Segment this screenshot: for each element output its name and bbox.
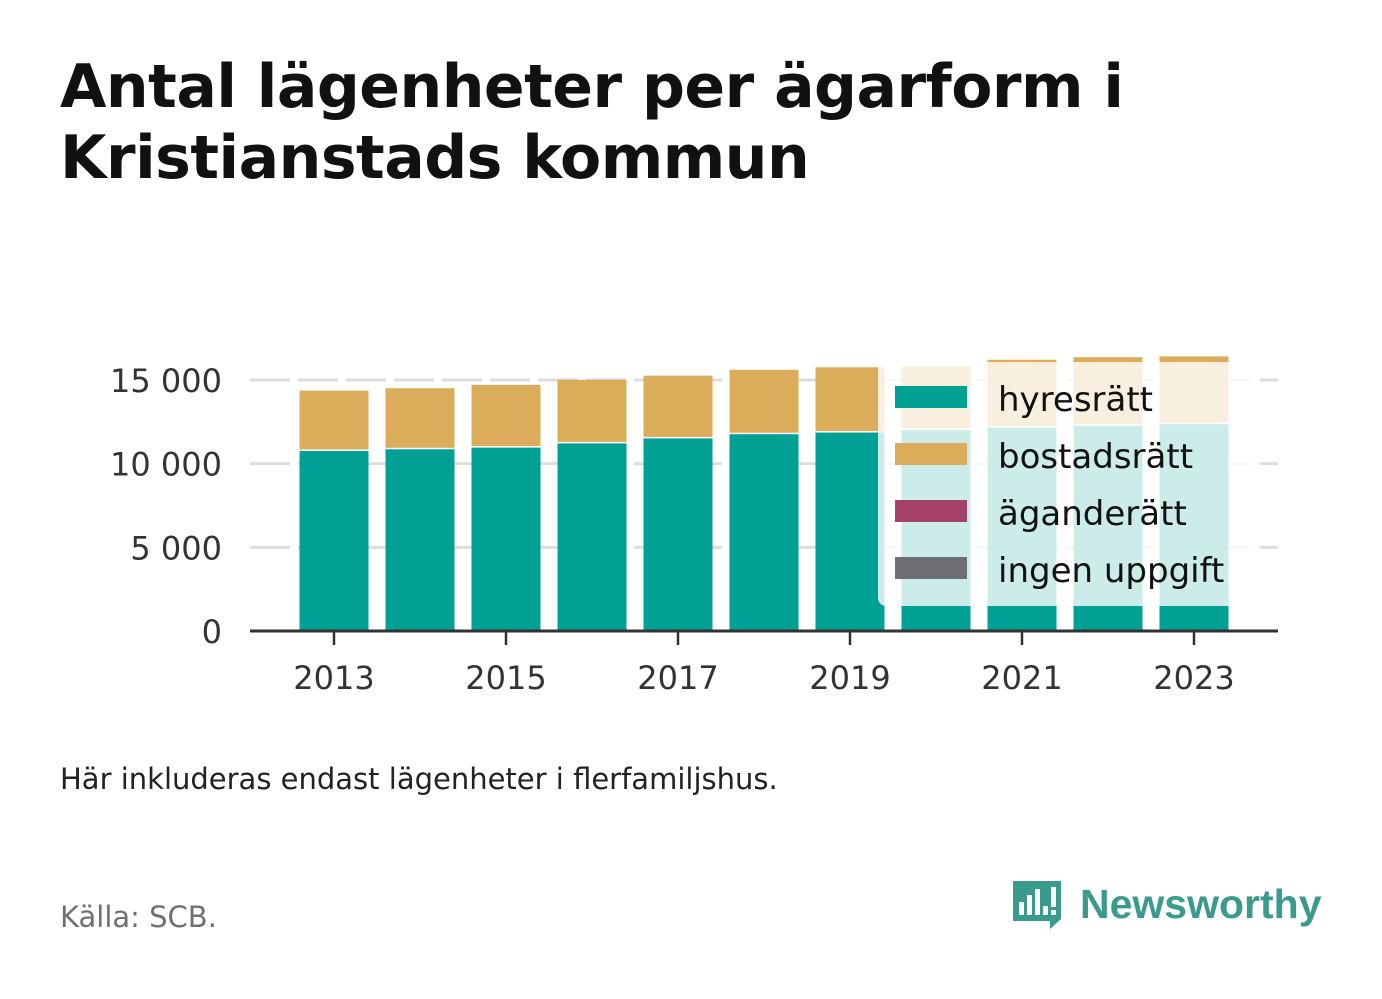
- y-tick-label: 5 000: [130, 529, 222, 567]
- legend-swatch: [895, 500, 967, 522]
- bar-2015-bostadsratt: [471, 384, 541, 447]
- newsworthy-logo: Newsworthy: [1010, 878, 1330, 940]
- x-tick-label: 2017: [637, 659, 718, 697]
- bar-2018-hyresratt: [729, 434, 799, 631]
- legend-label: äganderätt: [998, 494, 1187, 534]
- legend-swatch: [895, 443, 967, 465]
- chart-title: Antal lägenheter per ägarform i Kristian…: [60, 52, 1320, 194]
- bar-2017-bostadsratt: [643, 375, 713, 437]
- bar-2019-hyresratt: [815, 432, 885, 631]
- bar-2017-hyresratt: [643, 438, 713, 631]
- brand-name: Newsworthy: [1080, 881, 1322, 927]
- bar-2019-bostadsratt: [815, 367, 885, 432]
- x-tick-label: 2019: [809, 659, 890, 697]
- bar-2016-hyresratt: [557, 443, 627, 631]
- y-tick-label: 15 000: [110, 362, 222, 400]
- legend-label: hyresrätt: [998, 380, 1153, 420]
- newsworthy-logo-icon: [1013, 881, 1061, 929]
- stacked-bar-chart: 0 5 000 10 000 15 000 2013 2015 2017 2019 2021 20…: [110, 356, 1278, 697]
- x-tick-label: 2023: [1153, 659, 1234, 697]
- x-tick-label: 2021: [981, 659, 1062, 697]
- bar-2013-hyresratt: [299, 450, 369, 631]
- y-tick-label: 0: [202, 613, 222, 651]
- chart-title-line-2: Kristianstads kommun: [60, 123, 810, 193]
- bar-2016-bostadsratt: [557, 379, 627, 442]
- legend-box: [878, 362, 1260, 606]
- x-tick-label: 2013: [293, 659, 374, 697]
- y-tick-label: 10 000: [110, 446, 222, 484]
- bar-2014-bostadsratt: [385, 388, 455, 448]
- x-tick-label: 2015: [465, 659, 546, 697]
- source-text: Källa: SCB.: [60, 900, 217, 934]
- bar-2014-hyresratt: [385, 449, 455, 631]
- legend-swatch: [895, 386, 967, 408]
- chart-note: Här inkluderas endast lägenheter i flerf…: [60, 762, 778, 796]
- bar-2018-bostadsratt: [729, 369, 799, 433]
- legend-swatch: [895, 557, 967, 579]
- chart-title-line-1: Antal lägenheter per ägarform i: [60, 52, 1124, 122]
- bar-2013-bostadsratt: [299, 390, 369, 450]
- bar-2015-hyresratt: [471, 447, 541, 631]
- legend-label: bostadsrätt: [998, 437, 1193, 477]
- legend-label: ingen uppgift: [998, 551, 1224, 591]
